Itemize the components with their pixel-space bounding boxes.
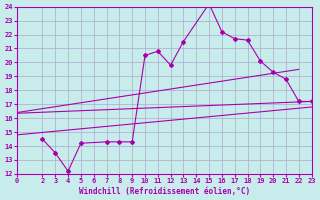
X-axis label: Windchill (Refroidissement éolien,°C): Windchill (Refroidissement éolien,°C) bbox=[79, 187, 250, 196]
